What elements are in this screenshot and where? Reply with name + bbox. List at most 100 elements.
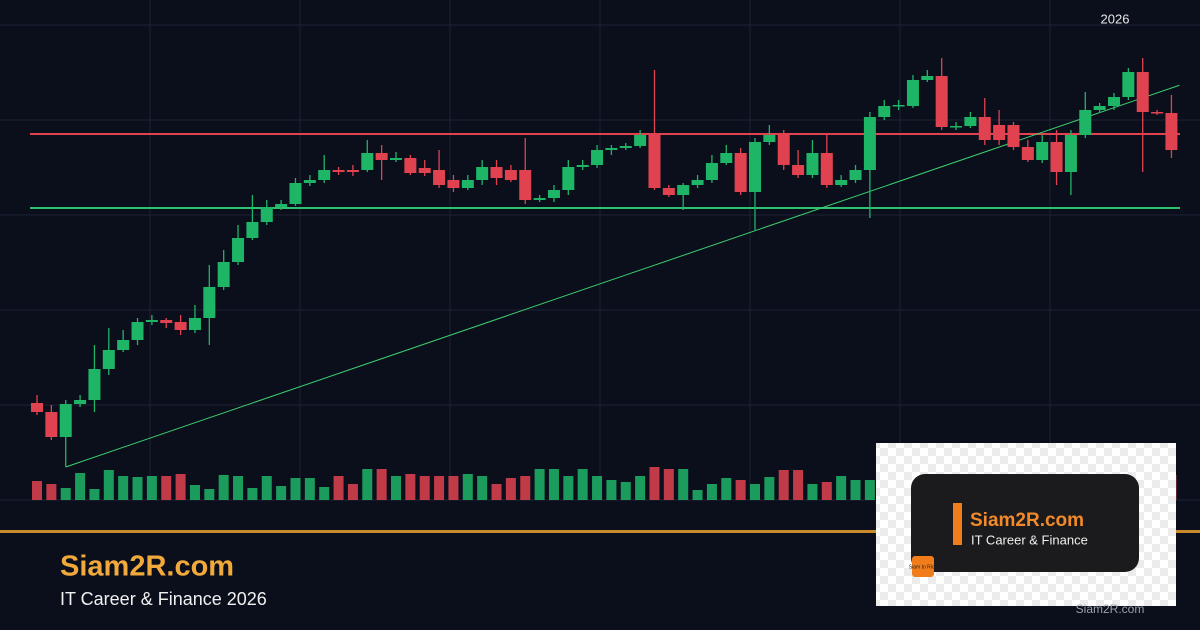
candle-body xyxy=(705,163,718,180)
volume-bar xyxy=(189,485,200,500)
volume-bar xyxy=(477,476,488,500)
candle-body xyxy=(1007,125,1020,147)
volume-bar xyxy=(706,484,717,500)
candle-body xyxy=(849,170,862,180)
volume-bar xyxy=(247,488,258,500)
candle-body xyxy=(145,320,158,322)
candle-body xyxy=(677,185,690,195)
candle-body xyxy=(921,76,934,80)
candle-body xyxy=(662,188,675,195)
candle-body xyxy=(964,117,977,126)
candle-body xyxy=(648,135,661,188)
volume-bar xyxy=(821,482,832,500)
candle-body xyxy=(59,404,72,437)
candle-body xyxy=(734,153,747,192)
volume-bar xyxy=(491,484,502,500)
candle-body xyxy=(275,204,288,207)
candle-body xyxy=(418,168,431,173)
candle-body xyxy=(835,180,848,185)
volume-bar xyxy=(721,478,732,500)
candle-body xyxy=(303,180,316,183)
candle-body xyxy=(634,135,647,146)
volume-bar xyxy=(592,476,603,500)
candle-body xyxy=(820,153,833,185)
volume-bar xyxy=(204,489,215,500)
volume-bar xyxy=(548,469,559,500)
volume-bar xyxy=(692,490,703,500)
watermark-card xyxy=(911,474,1139,572)
volume-bar xyxy=(175,474,186,500)
candle-body xyxy=(1136,72,1149,112)
watermark: Siam2R.com IT Career & Finance Siam to R… xyxy=(876,443,1176,606)
credit: Siam2R.com xyxy=(1076,602,1145,616)
volume-bar xyxy=(261,476,272,500)
volume-bar xyxy=(577,469,588,500)
candle-body xyxy=(490,167,503,178)
volume-bar xyxy=(132,477,143,500)
volume-bar xyxy=(233,476,244,500)
candle-body xyxy=(605,148,618,150)
volume-bar xyxy=(218,475,229,500)
candle-body xyxy=(31,403,43,412)
volume-bar xyxy=(362,469,373,500)
volume-bar xyxy=(678,469,689,500)
candle-body xyxy=(217,262,230,287)
volume-bar xyxy=(520,476,531,500)
year-label: 2026 xyxy=(1101,11,1130,26)
volume-bar xyxy=(290,478,301,500)
candle-body xyxy=(447,180,460,188)
candle-body xyxy=(547,190,560,198)
candle-body xyxy=(131,322,144,340)
volume-bar xyxy=(319,487,330,500)
volume-bar xyxy=(103,470,114,500)
candle-body xyxy=(476,167,489,180)
volume-bar xyxy=(161,476,172,500)
volume-bar xyxy=(276,486,287,500)
candle-body xyxy=(45,412,58,437)
candle-body xyxy=(978,117,991,140)
volume-bar xyxy=(620,482,631,500)
watermark-logo-text: Siam to Rich xyxy=(909,564,938,570)
watermark-logo xyxy=(912,556,934,577)
volume-bar xyxy=(434,476,445,500)
candle-body xyxy=(519,170,532,200)
candle-body xyxy=(160,320,173,323)
candle-body xyxy=(260,207,273,222)
candle-body xyxy=(188,318,201,330)
volume-bar xyxy=(649,467,660,500)
candle-body xyxy=(691,180,704,185)
candle-body xyxy=(1093,106,1106,110)
candle-body xyxy=(720,153,733,163)
candle-body xyxy=(533,198,546,200)
candle-body xyxy=(878,106,891,117)
candle-body xyxy=(174,322,187,330)
volume-bar xyxy=(764,477,775,500)
volume-bar xyxy=(836,476,847,500)
candle-body xyxy=(619,146,632,148)
candle-body xyxy=(892,105,905,107)
watermark-title: Siam2R.com xyxy=(970,510,1084,531)
candle-body xyxy=(806,153,819,175)
volume-bar xyxy=(534,469,545,500)
candle-body xyxy=(74,400,87,404)
volume-bar xyxy=(376,469,387,500)
brand-subtitle: IT Career & Finance 2026 xyxy=(60,589,267,609)
volume-bar xyxy=(419,476,430,500)
volume-bar xyxy=(347,484,358,500)
candle-body xyxy=(591,150,604,165)
volume-bar xyxy=(391,476,401,500)
candle-body xyxy=(433,170,446,185)
candle-body xyxy=(117,340,130,350)
volume-bar xyxy=(864,480,875,500)
candle-body xyxy=(935,76,948,127)
candle-body xyxy=(863,117,876,170)
watermark-bar xyxy=(953,503,962,545)
candle-body xyxy=(1122,72,1135,97)
volume-bar xyxy=(663,469,674,500)
candle-body xyxy=(203,287,216,318)
volume-bar xyxy=(405,474,416,500)
candle-body xyxy=(289,183,302,204)
volume-bar xyxy=(333,476,344,500)
candle-body xyxy=(504,170,517,180)
